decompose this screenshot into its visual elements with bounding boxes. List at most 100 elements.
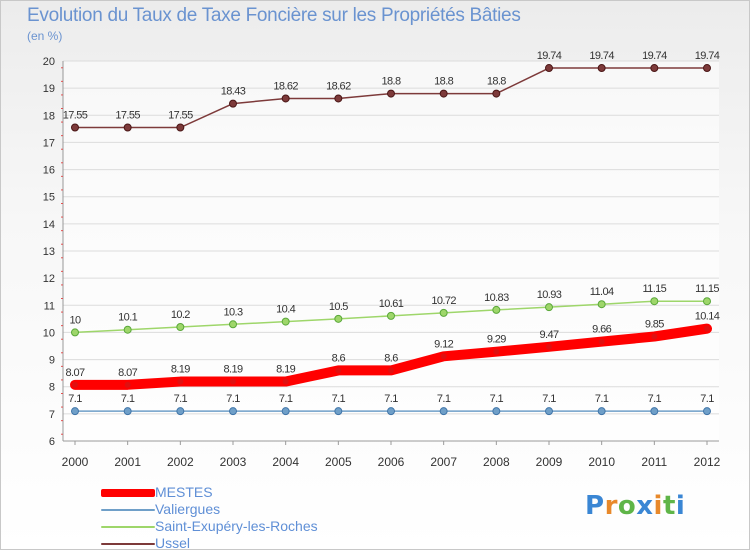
x-tick-label: 2011 <box>641 455 667 469</box>
y-tick-label: 6 <box>49 436 55 448</box>
data-point <box>229 320 237 329</box>
data-point <box>545 64 553 73</box>
data-label: 18.8 <box>381 76 400 88</box>
data-label: 7.1 <box>384 393 398 405</box>
data-point <box>229 407 237 416</box>
y-tick-label: 16 <box>43 165 55 177</box>
data-point <box>334 314 343 323</box>
data-point <box>176 123 185 132</box>
y-tick-label: 9 <box>49 355 55 367</box>
y-tick-label: 8 <box>49 382 55 394</box>
x-tick-label: 2009 <box>536 455 563 469</box>
data-point <box>650 64 659 73</box>
data-point <box>439 308 448 317</box>
legend-label: Ussel <box>155 535 191 551</box>
data-point <box>281 407 290 416</box>
data-point <box>545 303 553 312</box>
data-label: 10.72 <box>431 295 456 307</box>
y-tick-label: 18 <box>43 110 55 122</box>
data-label: 19.74 <box>642 50 667 62</box>
data-label: 10 <box>69 314 81 326</box>
data-point <box>546 343 552 350</box>
data-label: 8.19 <box>276 364 295 376</box>
y-tick-label: 14 <box>43 219 55 231</box>
data-point <box>598 338 605 345</box>
data-point <box>334 94 343 103</box>
data-label: 7.1 <box>437 393 451 405</box>
y-tick-label: 13 <box>43 246 55 258</box>
data-label: 7.1 <box>542 393 556 405</box>
data-label: 8.19 <box>171 364 190 376</box>
data-point <box>597 407 606 416</box>
data-point <box>123 407 132 416</box>
y-tick-label: 17 <box>43 137 55 149</box>
x-tick-label: 2007 <box>430 455 457 469</box>
data-label: 17.55 <box>63 110 88 122</box>
data-point <box>440 353 447 360</box>
data-label: 7.1 <box>279 393 293 405</box>
data-label: 7.1 <box>648 393 662 405</box>
x-tick-label: 2006 <box>378 455 405 469</box>
data-label: 18.8 <box>434 76 453 88</box>
data-point <box>703 407 711 416</box>
data-label: 8.07 <box>65 367 84 379</box>
data-point <box>123 325 132 334</box>
data-label: 11.15 <box>695 283 719 295</box>
x-tick-label: 2002 <box>167 455 194 469</box>
data-point <box>282 378 289 385</box>
data-point <box>493 348 500 355</box>
data-point <box>229 99 237 108</box>
data-point <box>176 407 185 416</box>
data-label: 9.85 <box>645 319 664 331</box>
data-point <box>72 381 78 388</box>
data-label: 8.6 <box>332 352 346 364</box>
y-tick-label: 15 <box>43 192 55 204</box>
x-tick-label: 2004 <box>272 455 299 469</box>
data-point <box>492 305 501 314</box>
data-point <box>597 64 606 73</box>
x-tick-label: 2005 <box>325 455 352 469</box>
data-label: 8.07 <box>118 367 137 379</box>
data-point <box>439 89 448 98</box>
data-point <box>71 328 79 337</box>
y-tick-label: 7 <box>49 409 55 421</box>
data-label: 9.12 <box>434 338 453 350</box>
chart-title: Evolution du Taux de Taxe Foncière sur l… <box>27 5 521 26</box>
data-label: 7.1 <box>68 393 82 405</box>
legend-swatch <box>101 489 155 497</box>
legend-label: MESTES <box>155 484 213 500</box>
data-label: 9.29 <box>487 334 506 346</box>
proxiti-logo: Proxiti <box>585 491 686 521</box>
data-label: 7.1 <box>490 393 504 405</box>
data-point <box>439 407 448 416</box>
data-point <box>230 378 236 385</box>
data-point <box>123 123 132 132</box>
legend-swatch <box>101 509 155 511</box>
data-label: 11.04 <box>590 286 614 298</box>
data-label: 7.1 <box>174 393 188 405</box>
data-label: 10.83 <box>484 292 509 304</box>
data-label: 7.1 <box>332 393 346 405</box>
data-point <box>387 311 395 320</box>
data-point <box>650 297 659 306</box>
data-label: 17.55 <box>115 110 140 122</box>
data-point <box>492 89 501 98</box>
legend-label: Valiergues <box>155 501 221 517</box>
data-label: 19.74 <box>589 50 614 62</box>
data-label: 18.8 <box>487 76 506 88</box>
x-tick-label: 2000 <box>62 455 89 469</box>
data-point <box>703 297 711 306</box>
data-label: 10.3 <box>223 306 242 318</box>
data-label: 18.62 <box>326 80 351 92</box>
data-label: 9.66 <box>592 324 611 336</box>
data-label: 7.1 <box>595 393 609 405</box>
data-label: 11.15 <box>642 283 666 295</box>
data-point <box>387 89 395 98</box>
data-point <box>597 300 606 309</box>
y-tick-label: 20 <box>43 56 55 68</box>
data-point <box>281 94 290 103</box>
data-point <box>177 378 184 385</box>
data-label: 7.1 <box>700 393 714 405</box>
